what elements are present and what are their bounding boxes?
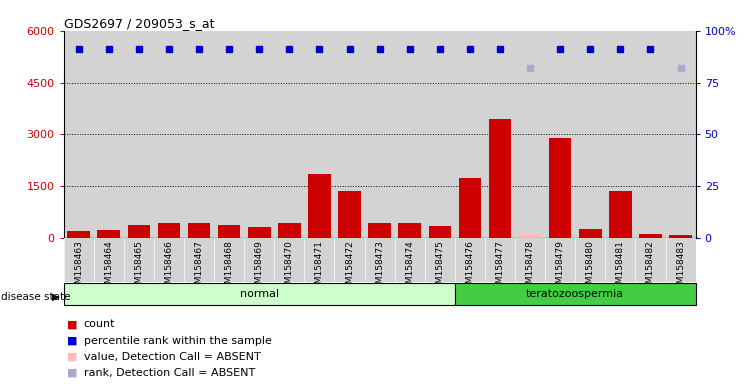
Bar bbox=[669, 235, 692, 238]
Text: GSM158473: GSM158473 bbox=[375, 240, 384, 295]
Text: GSM158481: GSM158481 bbox=[616, 240, 625, 295]
Bar bbox=[455, 238, 485, 282]
Text: GSM158471: GSM158471 bbox=[315, 240, 324, 295]
Bar bbox=[575, 238, 605, 282]
Text: GSM158480: GSM158480 bbox=[586, 240, 595, 295]
Text: GDS2697 / 209053_s_at: GDS2697 / 209053_s_at bbox=[64, 17, 214, 30]
Text: normal: normal bbox=[239, 289, 279, 299]
Text: GSM158482: GSM158482 bbox=[646, 240, 655, 295]
Text: GSM158465: GSM158465 bbox=[135, 240, 144, 295]
Bar bbox=[485, 238, 515, 282]
Bar bbox=[575, 31, 605, 238]
Bar bbox=[128, 225, 150, 238]
Bar bbox=[278, 223, 301, 238]
Bar bbox=[636, 31, 666, 238]
Bar bbox=[488, 119, 512, 238]
Bar bbox=[218, 225, 240, 238]
Bar bbox=[579, 229, 601, 238]
Text: ■: ■ bbox=[67, 336, 78, 346]
Bar bbox=[368, 223, 391, 238]
Bar bbox=[429, 226, 451, 238]
Bar bbox=[214, 238, 244, 282]
Text: GSM158472: GSM158472 bbox=[345, 240, 354, 295]
Text: GSM158475: GSM158475 bbox=[435, 240, 444, 295]
Text: ■: ■ bbox=[67, 352, 78, 362]
Bar bbox=[640, 233, 662, 238]
Text: GSM158470: GSM158470 bbox=[285, 240, 294, 295]
Bar bbox=[334, 238, 364, 282]
Bar bbox=[248, 227, 271, 238]
Bar bbox=[455, 283, 696, 305]
Bar bbox=[275, 31, 304, 238]
Text: value, Detection Call = ABSENT: value, Detection Call = ABSENT bbox=[84, 352, 260, 362]
Text: ■: ■ bbox=[67, 319, 78, 329]
Bar bbox=[184, 31, 214, 238]
Bar bbox=[545, 238, 575, 282]
Bar bbox=[64, 283, 455, 305]
Bar bbox=[364, 31, 395, 238]
Bar bbox=[485, 31, 515, 238]
Bar bbox=[304, 238, 334, 282]
Bar bbox=[158, 223, 180, 238]
Bar bbox=[605, 238, 636, 282]
Bar bbox=[399, 223, 421, 238]
Bar bbox=[519, 233, 542, 238]
Bar bbox=[605, 31, 636, 238]
Text: GSM158483: GSM158483 bbox=[676, 240, 685, 295]
Bar bbox=[123, 238, 154, 282]
Text: GSM158463: GSM158463 bbox=[74, 240, 83, 295]
Bar bbox=[244, 238, 275, 282]
Text: rank, Detection Call = ABSENT: rank, Detection Call = ABSENT bbox=[84, 368, 255, 378]
Bar bbox=[275, 238, 304, 282]
Bar bbox=[244, 31, 275, 238]
Bar bbox=[364, 238, 395, 282]
Bar bbox=[64, 238, 94, 282]
Text: teratozoospermia: teratozoospermia bbox=[526, 289, 625, 299]
Text: percentile rank within the sample: percentile rank within the sample bbox=[84, 336, 272, 346]
Text: GSM158478: GSM158478 bbox=[526, 240, 535, 295]
Bar bbox=[334, 31, 364, 238]
Bar bbox=[154, 31, 184, 238]
Bar bbox=[666, 31, 696, 238]
Bar bbox=[154, 238, 184, 282]
Bar bbox=[455, 31, 485, 238]
Bar bbox=[304, 31, 334, 238]
Bar bbox=[97, 230, 120, 238]
Text: ■: ■ bbox=[67, 368, 78, 378]
Bar bbox=[67, 231, 90, 238]
Bar bbox=[636, 238, 666, 282]
Bar bbox=[425, 238, 455, 282]
Bar bbox=[395, 31, 425, 238]
Text: GSM158469: GSM158469 bbox=[255, 240, 264, 295]
Text: GSM158466: GSM158466 bbox=[165, 240, 174, 295]
Bar bbox=[395, 238, 425, 282]
Bar bbox=[308, 174, 331, 238]
Bar bbox=[515, 31, 545, 238]
Bar bbox=[184, 238, 214, 282]
Bar bbox=[515, 238, 545, 282]
Bar bbox=[338, 191, 361, 238]
Bar bbox=[188, 223, 210, 238]
Text: GSM158467: GSM158467 bbox=[194, 240, 203, 295]
Text: GSM158479: GSM158479 bbox=[556, 240, 565, 295]
Text: count: count bbox=[84, 319, 115, 329]
Bar bbox=[425, 31, 455, 238]
Text: GSM158476: GSM158476 bbox=[465, 240, 474, 295]
Bar bbox=[459, 178, 481, 238]
Text: GSM158477: GSM158477 bbox=[495, 240, 504, 295]
Text: GSM158464: GSM158464 bbox=[104, 240, 113, 295]
Bar bbox=[94, 31, 123, 238]
Text: GSM158474: GSM158474 bbox=[405, 240, 414, 295]
Bar bbox=[549, 138, 571, 238]
Bar bbox=[123, 31, 154, 238]
Text: GSM158468: GSM158468 bbox=[224, 240, 233, 295]
Bar bbox=[214, 31, 244, 238]
Bar bbox=[94, 238, 123, 282]
Text: ▶: ▶ bbox=[52, 292, 59, 302]
Bar bbox=[545, 31, 575, 238]
Bar bbox=[666, 238, 696, 282]
Text: disease state: disease state bbox=[1, 292, 70, 302]
Bar bbox=[64, 31, 94, 238]
Bar bbox=[609, 191, 631, 238]
